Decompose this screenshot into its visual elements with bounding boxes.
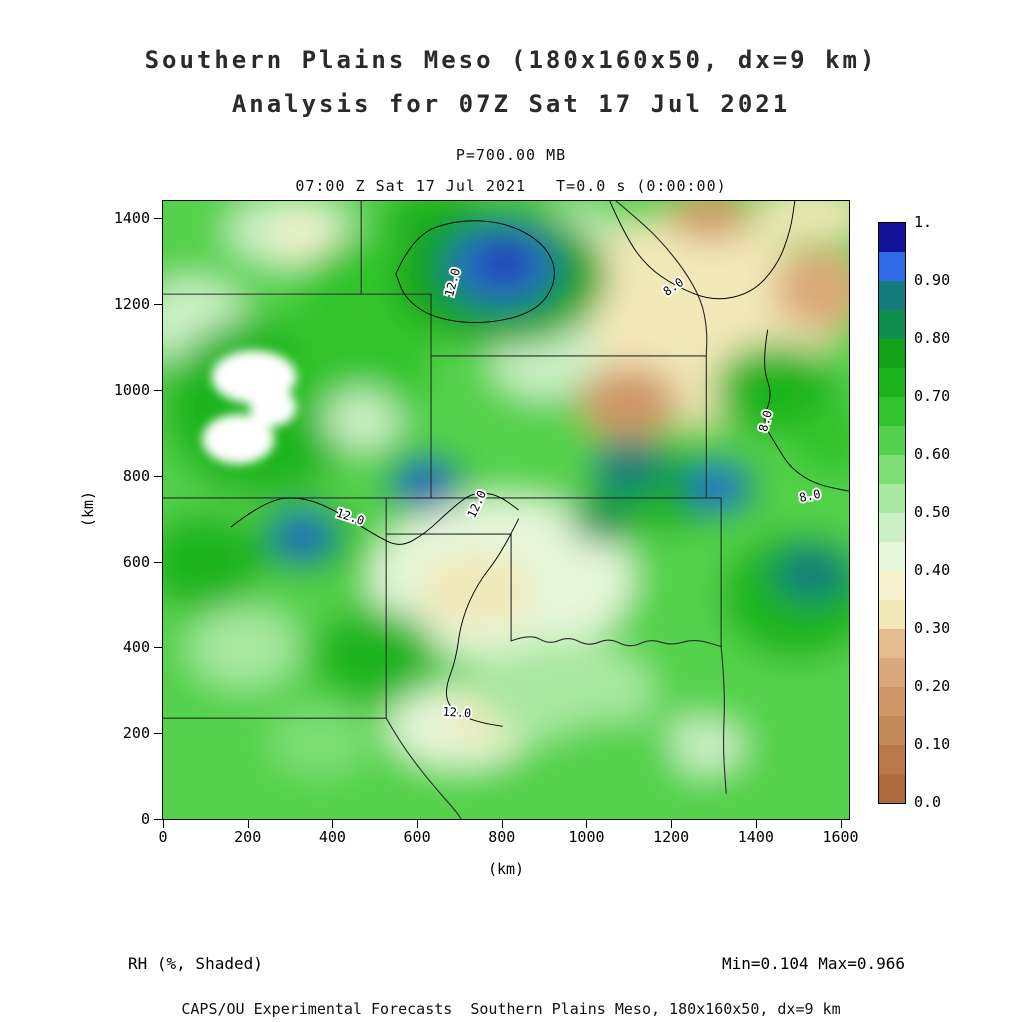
x-tick-mark <box>840 820 842 828</box>
footer-credit: CAPS/OU Experimental Forecasts Southern … <box>181 1000 841 1018</box>
contour-label: 8.0 <box>798 487 822 505</box>
y-tick-label: 600 <box>122 552 150 571</box>
y-tick-label: 0 <box>140 810 150 828</box>
y-tick-mark <box>154 733 162 735</box>
x-axis-tick-labels: 0 200 400 600 800 1000 1200 1400 1600 <box>158 828 858 848</box>
y-tick-mark <box>154 819 162 820</box>
shaded-field-label: RH (%, Shaded) <box>128 954 263 973</box>
y-axis-tick-labels: 0 200 400 600 800 1000 1200 1400 <box>96 201 150 828</box>
state-borders-layer <box>163 201 727 819</box>
colorbar-tick-label: 0.20 <box>914 677 951 695</box>
colorbar-segment <box>879 455 905 484</box>
x-tick-mark <box>671 820 673 828</box>
shaded-field-range: Min=0.104 Max=0.966 <box>721 954 905 973</box>
colorbar-tick-label: 0.30 <box>914 619 951 637</box>
colorbar-tick-label: 0.0 <box>914 793 942 811</box>
x-tick-label: 800 <box>488 828 516 846</box>
colorbar-gradient <box>878 222 906 804</box>
colorbar-tick-label: 0.50 <box>914 503 951 521</box>
colorbar-tick-label: 0.40 <box>914 561 951 579</box>
colorbar-segment <box>879 281 905 310</box>
field-legend-block: RH (%, Shaded) T (C, contour) <box>128 896 263 1022</box>
rh-field-svg: 12.012.0 12.012.08.08.08.0 <box>163 201 849 819</box>
temperature-contours-layer <box>230 201 849 727</box>
colorbar-tick-label: 1. <box>914 213 933 231</box>
missing-data-layer <box>202 350 297 465</box>
x-tick-label: 200 <box>234 828 262 846</box>
x-tick-mark <box>332 820 334 828</box>
colorbar-segment <box>879 223 905 252</box>
colorbar-segment <box>879 426 905 455</box>
y-tick-mark <box>154 561 162 563</box>
y-axis-tick-marks <box>154 201 162 820</box>
colorbar-segment <box>879 368 905 397</box>
x-tick-label: 1200 <box>653 828 690 846</box>
plot-title-line2: Analysis for 07Z Sat 17 Jul 2021 <box>231 90 791 118</box>
shaded-field-layer <box>163 201 849 819</box>
colorbar-segment <box>879 745 905 774</box>
colorbar-segment <box>879 310 905 339</box>
x-tick-label: 400 <box>318 828 346 846</box>
x-tick-mark <box>755 820 757 828</box>
x-tick-label: 1000 <box>568 828 605 846</box>
y-tick-label: 400 <box>122 638 150 657</box>
x-tick-mark <box>501 820 503 828</box>
colorbar-segment <box>879 716 905 745</box>
colorbar-segment <box>879 600 905 629</box>
colorbar-segment <box>879 774 905 803</box>
colorbar-segment <box>879 571 905 600</box>
colorbar-segment <box>879 658 905 687</box>
colorbar-tick-label: 0.60 <box>914 445 951 463</box>
colorbar-tick-label: 0.10 <box>914 735 951 753</box>
x-tick-mark <box>247 820 249 828</box>
x-tick-label: 1600 <box>822 828 859 846</box>
y-tick-label: 200 <box>122 724 150 743</box>
colorbar-segment <box>879 542 905 571</box>
y-tick-mark <box>154 475 162 477</box>
x-axis-label: (km) <box>487 860 525 878</box>
y-tick-label: 1000 <box>113 380 150 399</box>
colorbar-segment <box>879 397 905 426</box>
colorbar-segment <box>879 484 905 513</box>
colorbar-segment <box>879 252 905 281</box>
y-tick-mark <box>154 304 162 305</box>
colorbar-segment <box>879 513 905 542</box>
y-tick-label: 800 <box>122 466 150 485</box>
colorbar-tick-label: 0.70 <box>914 387 951 405</box>
field-range-block: Min=0.104 Max=0.966 Min=6.323 Max=15.95 … <box>626 896 905 1022</box>
plot-title-line1: Southern Plains Meso (180x160x50, dx=9 k… <box>144 46 878 74</box>
colorbar-segment <box>879 339 905 368</box>
valid-time-label: 07:00 Z Sat 17 Jul 2021 T=0.0 s (0:00:00… <box>295 177 727 195</box>
rh-shaded-map: 12.0 12.0 12.0 12.0 8.0 8.0 8.0 <box>162 200 850 820</box>
x-tick-label: 1400 <box>737 828 774 846</box>
y-tick-mark <box>154 389 162 391</box>
y-tick-label: 1400 <box>113 209 150 228</box>
x-axis-tick-marks <box>163 820 849 828</box>
colorbar-tick-labels: 1. 0.90 0.80 0.70 0.60 0.50 0.40 0.30 0.20 0.10 0.… <box>914 213 984 811</box>
contour-label: 12.0 <box>442 704 471 720</box>
pressure-level-label: P=700.00 MB <box>455 146 567 164</box>
y-axis-label: (km) <box>79 490 97 528</box>
x-tick-label: 600 <box>403 828 431 846</box>
y-tick-mark <box>154 218 162 220</box>
x-tick-label: 0 <box>158 828 168 846</box>
x-tick-mark <box>417 820 419 828</box>
colorbar-segment <box>879 629 905 658</box>
y-tick-mark <box>154 647 162 649</box>
colorbar-segment <box>879 687 905 716</box>
y-tick-label: 1200 <box>113 295 150 313</box>
colorbar-tick-label: 0.80 <box>914 329 951 347</box>
colorbar-tick-label: 0.90 <box>914 271 951 289</box>
x-tick-mark <box>163 820 164 828</box>
x-tick-mark <box>586 820 588 828</box>
